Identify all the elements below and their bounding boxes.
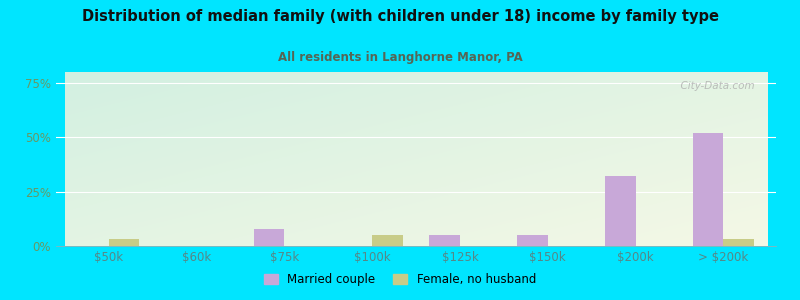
Bar [429, 235, 460, 246]
Bar [723, 239, 754, 246]
Bar [693, 133, 723, 246]
Bar [372, 235, 403, 246]
Text: Distribution of median family (with children under 18) income by family type: Distribution of median family (with chil… [82, 9, 718, 24]
Bar [254, 229, 284, 246]
Legend: Married couple, Female, no husband: Married couple, Female, no husband [259, 269, 541, 291]
Bar [517, 235, 548, 246]
Bar [605, 176, 635, 246]
Bar [109, 239, 139, 246]
Text: City-Data.com: City-Data.com [674, 81, 754, 91]
Text: All residents in Langhorne Manor, PA: All residents in Langhorne Manor, PA [278, 51, 522, 64]
